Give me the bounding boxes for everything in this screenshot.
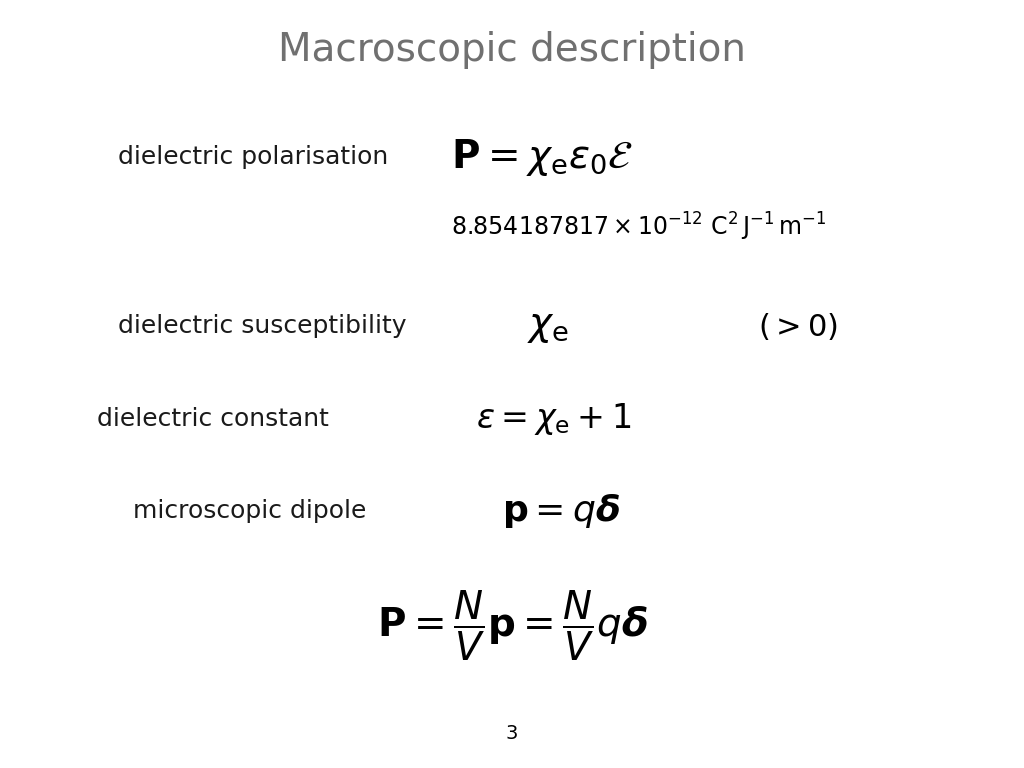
Text: dielectric constant: dielectric constant (97, 406, 329, 431)
Text: $\mathbf{P} = \chi_\mathrm{e}\epsilon_0\mathcal{E}$: $\mathbf{P} = \chi_\mathrm{e}\epsilon_0\… (451, 137, 632, 178)
Text: 3: 3 (506, 724, 518, 743)
Text: dielectric susceptibility: dielectric susceptibility (118, 314, 407, 339)
Text: $\mathbf{p} = q\boldsymbol{\delta}$: $\mathbf{p} = q\boldsymbol{\delta}$ (502, 492, 620, 530)
Text: dielectric polarisation: dielectric polarisation (118, 145, 388, 170)
Text: $8.854187817 \times 10^{-12}\ \mathrm{C^2\,J^{-1}\,m^{-1}}$: $8.854187817 \times 10^{-12}\ \mathrm{C^… (451, 210, 826, 243)
Text: $\chi_\mathrm{e}$: $\chi_\mathrm{e}$ (527, 307, 569, 346)
Text: microscopic dipole: microscopic dipole (133, 498, 367, 523)
Text: $\mathbf{P} = \dfrac{N}{V}\mathbf{p} = \dfrac{N}{V}q\boldsymbol{\delta}$: $\mathbf{P} = \dfrac{N}{V}\mathbf{p} = \… (377, 589, 647, 663)
Text: $\epsilon = \chi_\mathrm{e} + 1$: $\epsilon = \chi_\mathrm{e} + 1$ (476, 401, 632, 436)
Text: $(> 0)$: $(> 0)$ (758, 311, 838, 342)
Text: Macroscopic description: Macroscopic description (279, 31, 745, 69)
